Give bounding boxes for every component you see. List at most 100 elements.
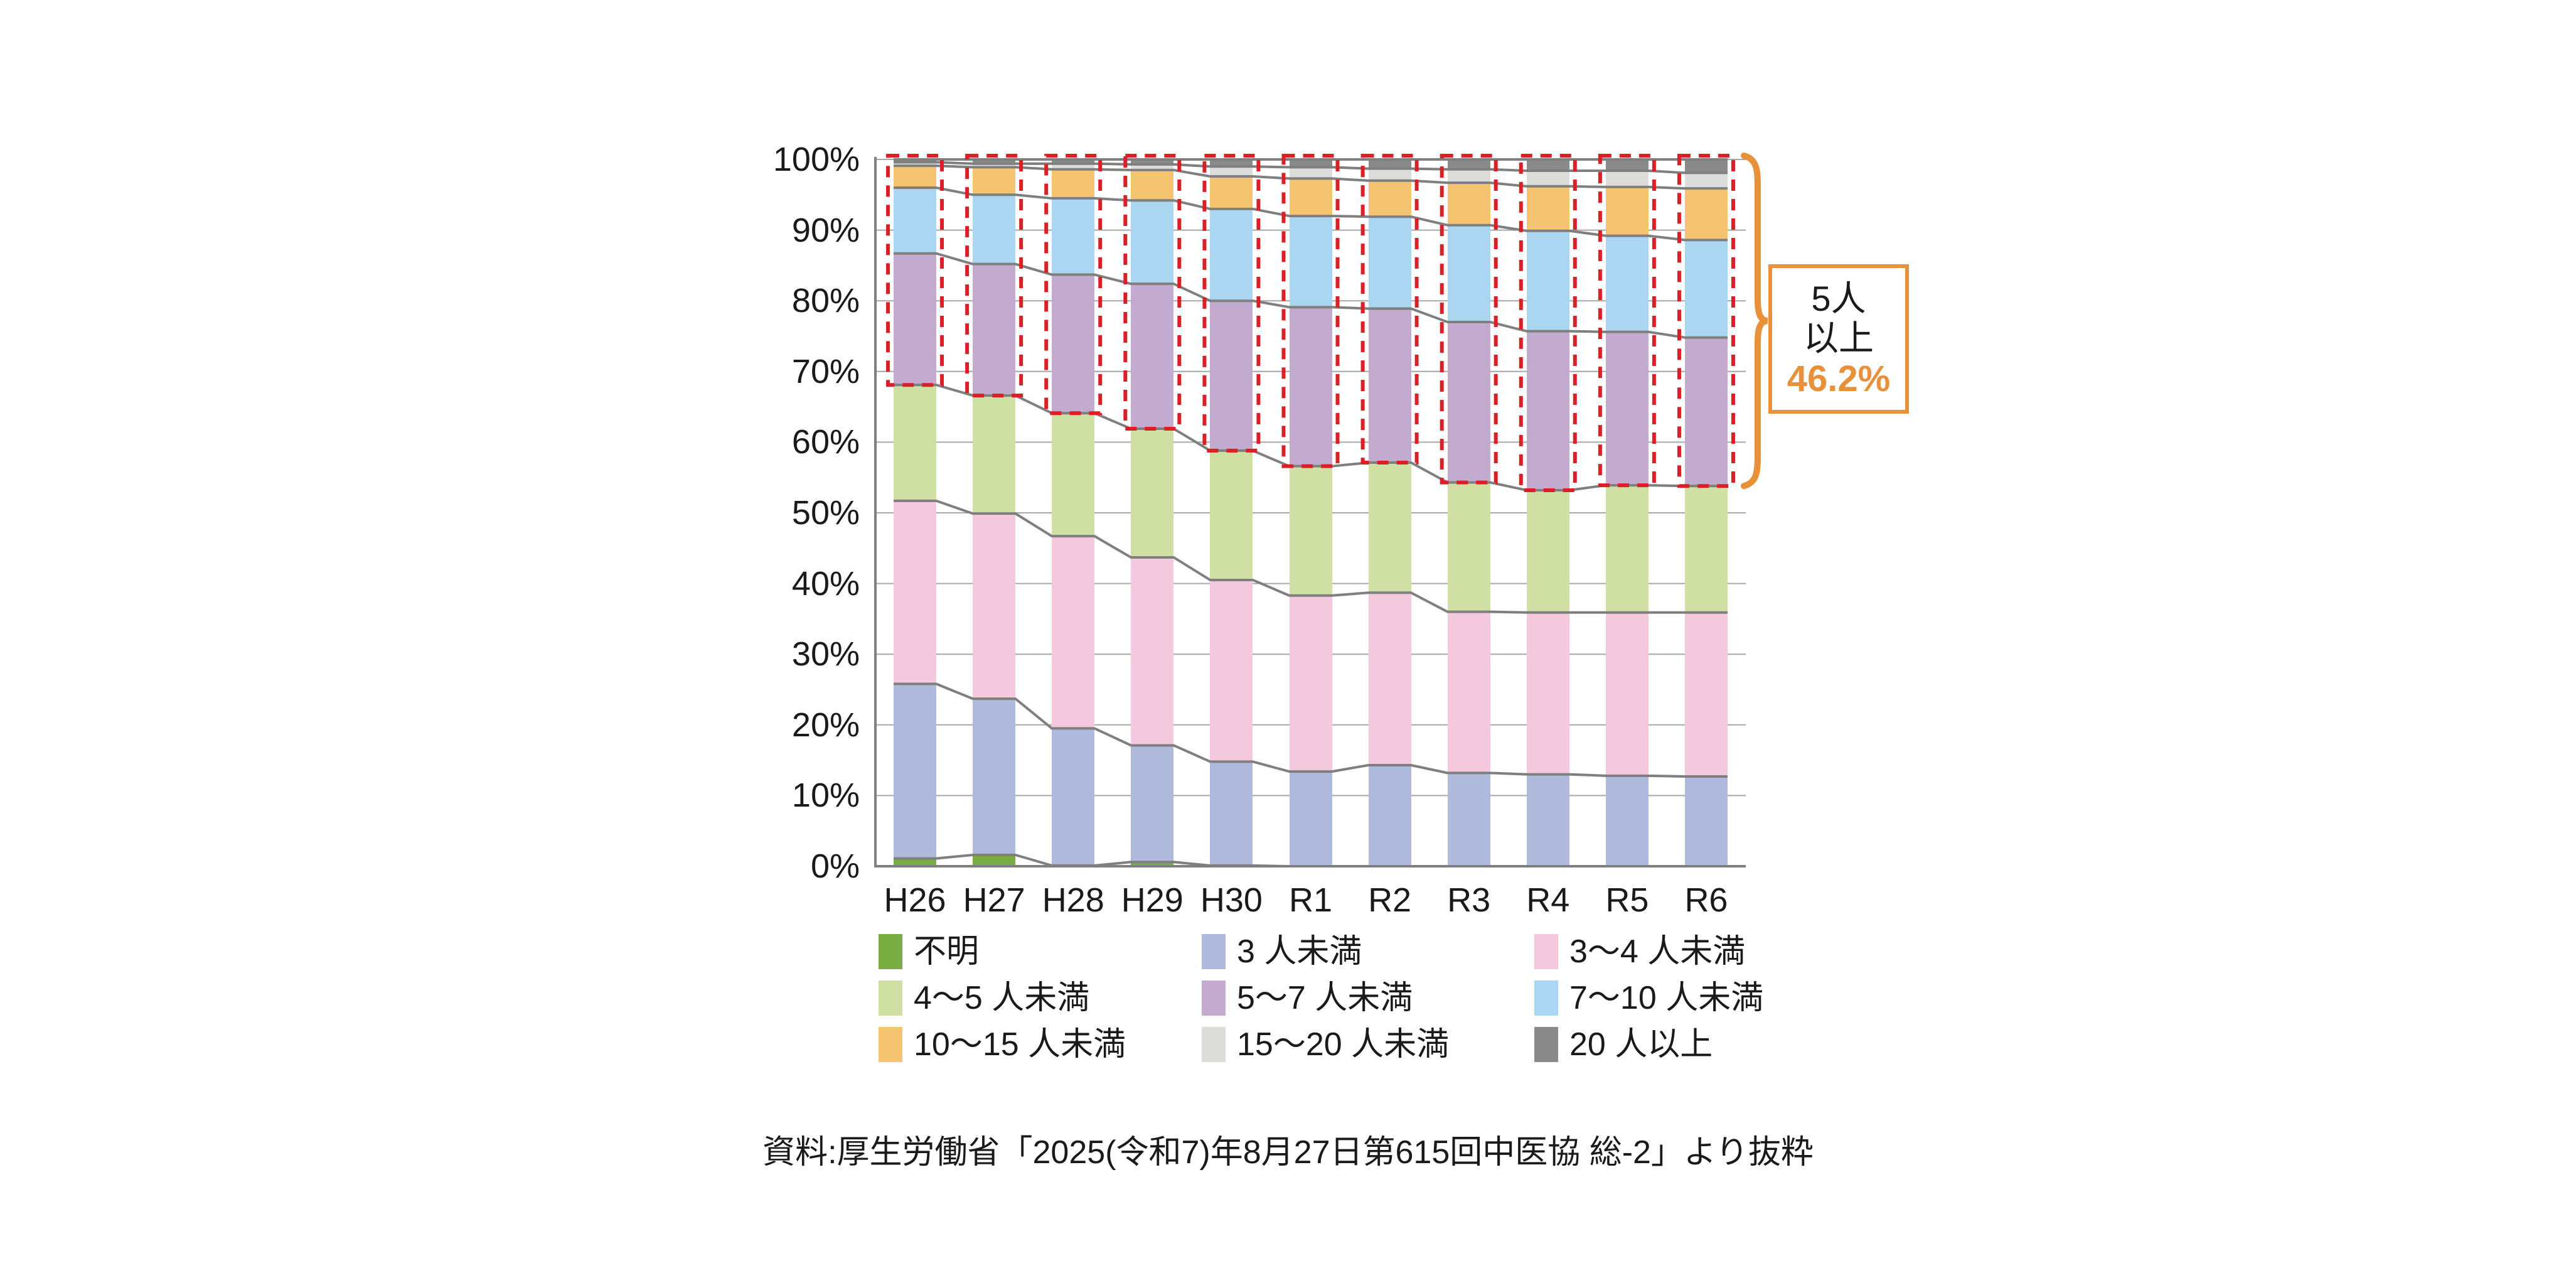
legend-swatch xyxy=(1202,980,1226,1016)
legend-label: 不明 xyxy=(914,933,980,970)
bar-segment xyxy=(1210,301,1253,451)
highlight-dashed-box xyxy=(1677,154,1735,488)
x-axis-tick-label: R5 xyxy=(1605,881,1649,919)
bar-segment xyxy=(1447,773,1490,866)
highlight-dashed-box xyxy=(1519,154,1577,492)
highlight-dashed-box xyxy=(1123,154,1182,431)
x-axis-tick-label: R4 xyxy=(1526,881,1570,919)
bar-segment xyxy=(1447,321,1490,483)
legend-label: 4〜5 人未満 xyxy=(914,980,1090,1016)
bar-segment xyxy=(1684,159,1728,173)
y-axis-tick-label: 40% xyxy=(791,564,860,603)
bar-segment xyxy=(1526,171,1569,186)
x-axis-tick-label: H28 xyxy=(1042,881,1104,919)
legend-item: 3〜4 人未満 xyxy=(1534,934,1745,969)
y-axis-tick-label: 90% xyxy=(791,211,860,249)
bar-segment xyxy=(1368,765,1411,866)
bar-segment xyxy=(1210,450,1253,580)
brace-icon xyxy=(1741,153,1768,490)
bar-segment xyxy=(894,253,937,385)
x-axis-tick-label: H26 xyxy=(884,881,946,919)
highlight-dashed-box xyxy=(1440,154,1498,485)
bar-segment xyxy=(1289,466,1332,596)
bar-segment xyxy=(1052,413,1095,537)
bar-segment xyxy=(1131,557,1174,746)
bar-segment xyxy=(1289,307,1332,466)
legend-item: 10〜15 人未満 xyxy=(879,1027,1126,1062)
segment-boundary-line xyxy=(894,164,1728,190)
bar-segment xyxy=(1052,274,1095,414)
x-axis-tick-label: H27 xyxy=(963,881,1025,919)
x-axis-tick-label: R2 xyxy=(1368,881,1412,919)
bar-segment xyxy=(894,684,937,859)
bar-segment xyxy=(1526,230,1569,331)
bar-segment xyxy=(1210,159,1253,167)
segment-boundary-line xyxy=(894,499,1728,614)
bar-segment xyxy=(973,513,1016,699)
bar-segment xyxy=(894,162,937,166)
bar-segment xyxy=(1289,167,1332,179)
annotation-box: 5人 以上 46.2% xyxy=(1768,264,1909,414)
y-axis-tick-label: 0% xyxy=(810,847,860,885)
highlight-dashed-box xyxy=(965,154,1023,398)
bar-segment xyxy=(1447,183,1490,225)
bar-segment xyxy=(973,159,1016,164)
bar-segment xyxy=(1447,225,1490,322)
bar-segment xyxy=(1368,308,1411,463)
y-axis-tick-label: 10% xyxy=(791,776,860,815)
legend-swatch xyxy=(879,1027,902,1062)
y-axis-tick-label: 50% xyxy=(791,494,860,532)
bar-segment xyxy=(1368,463,1411,593)
legend-item: 20 人以上 xyxy=(1534,1027,1713,1062)
bar-segment xyxy=(1368,168,1411,181)
bar-segment xyxy=(894,500,937,684)
y-axis-tick-label: 60% xyxy=(791,423,860,461)
segment-boundary-line xyxy=(894,682,1728,778)
bar-segment xyxy=(1526,159,1569,171)
bar-segment xyxy=(973,395,1016,514)
bar-segment xyxy=(1052,163,1095,169)
annotation-value: 46.2% xyxy=(1787,358,1891,399)
bar-segment xyxy=(1605,186,1649,236)
bar-segment xyxy=(1052,169,1095,198)
bar-segment xyxy=(973,699,1016,855)
legend-swatch xyxy=(1534,1027,1558,1062)
bar-segment xyxy=(894,159,937,163)
x-axis-tick-label: R3 xyxy=(1447,881,1491,919)
bar-segment xyxy=(973,163,1016,168)
bar-segment xyxy=(1605,331,1649,486)
y-axis-tick-label: 70% xyxy=(791,352,860,390)
legend-label: 7〜10 人未満 xyxy=(1569,980,1764,1016)
highlight-dashed-box xyxy=(1281,154,1340,468)
bar-segment xyxy=(1210,208,1253,301)
bar-segment xyxy=(1289,771,1332,866)
highlight-dashed-box xyxy=(1598,154,1656,488)
bar-segment xyxy=(1605,775,1649,866)
bar-segment xyxy=(1368,159,1411,169)
legend-item: 3 人未満 xyxy=(1202,934,1362,969)
bar-segment xyxy=(1210,761,1253,866)
highlight-dashed-box xyxy=(886,154,944,387)
bar-segment xyxy=(973,195,1016,264)
bar-segment xyxy=(1447,169,1490,183)
bar-segment xyxy=(1605,612,1649,776)
x-axis-tick-label: R6 xyxy=(1684,881,1728,919)
bar-segment xyxy=(1526,774,1569,866)
bar-segment xyxy=(1447,611,1490,773)
legend-label: 5〜7 人未満 xyxy=(1237,980,1413,1016)
highlight-dashed-box xyxy=(1202,154,1261,453)
bar-segment xyxy=(1684,612,1728,776)
bar-segment xyxy=(1289,159,1332,168)
bar-segment xyxy=(1052,536,1095,729)
bar-segment xyxy=(1526,490,1569,613)
bar-segment xyxy=(1447,482,1490,612)
bar-segment xyxy=(973,264,1016,396)
bar-segment xyxy=(1684,173,1728,189)
legend-swatch xyxy=(1534,934,1558,969)
bar-segment xyxy=(1052,728,1095,866)
segment-boundary-line xyxy=(894,161,1728,175)
legend-item: 7〜10 人未満 xyxy=(1534,980,1763,1016)
y-axis-tick-label: 80% xyxy=(791,282,860,320)
bar-segment xyxy=(1526,186,1569,231)
